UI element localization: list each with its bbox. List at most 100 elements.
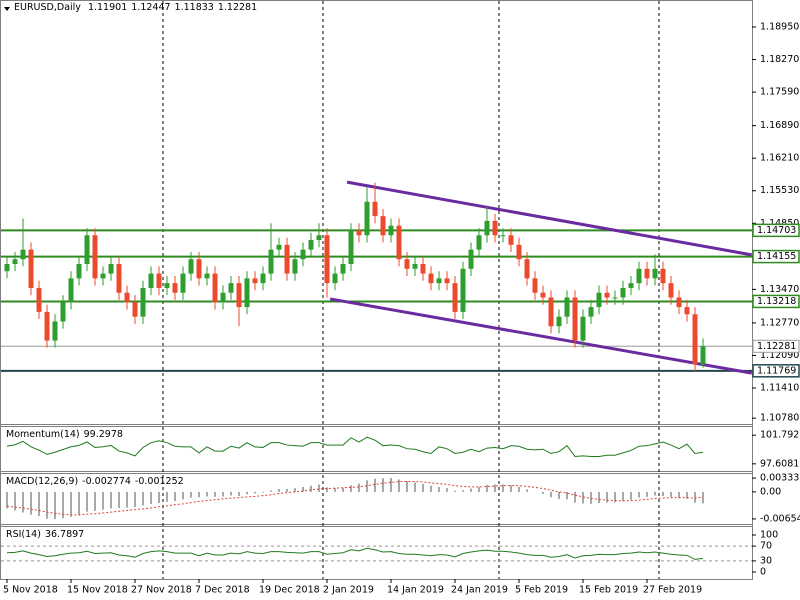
y-tick-label: -0.006542 [760,513,800,524]
candle-body [612,297,618,299]
candle-body [28,249,34,288]
indicator-line [6,436,704,458]
candle-body [292,259,298,274]
trendline [346,180,753,257]
candle-body [700,346,706,365]
candle-body [636,268,642,284]
y-tick-label: 1.18270 [760,54,799,65]
candle-body [196,259,202,279]
candle-body [180,273,186,293]
y-tick-label: 1.18950 [760,22,799,33]
level-label-box [752,223,800,238]
y-tick-label: 0 [760,567,766,578]
x-tick-label: 7 Dec 2018 [195,585,250,596]
y-tick-label: 1.10780 [760,413,799,424]
y-tick-label: 0.003338 [760,473,800,484]
candle-body [620,287,626,298]
x-tick-label: 27 Nov 2018 [131,585,192,596]
level-label: 1.14703 [757,225,796,236]
rsi-header: RSI(14) 36.7897 [6,529,88,541]
candle-body [92,235,98,279]
low-value: 1.11833 [174,2,214,13]
candle-body [260,273,266,284]
y-tick-label: 1.17590 [760,87,799,98]
candle-body [396,225,402,260]
candle-body [116,263,122,293]
candle-body [340,263,346,274]
candle-body [268,249,274,274]
y-tick-label: 1.13470 [760,284,799,295]
indicator-value: 99.2978 [83,429,123,440]
candle-body [204,273,210,279]
x-tick-label: 15 Feb 2019 [579,585,638,596]
level-label: 1.13218 [757,296,796,307]
candle-body [220,292,226,303]
candle-body [316,235,322,241]
candle-body [308,240,314,250]
candle-body [548,297,554,327]
candle-body [52,321,58,341]
open-value: 1.11901 [87,2,128,13]
candle-body [68,278,74,303]
candle-body [628,283,634,288]
candle-body [524,259,530,279]
indicator-value: -0.002774 [82,476,131,487]
indicator-name: Momentum(14) [6,429,80,440]
x-tick-label: 5 Feb 2019 [515,585,568,596]
candle-body [596,292,602,308]
candle-body [436,278,442,284]
candle-body [652,268,658,279]
indicator-value: 36.7897 [44,529,85,540]
candle-body [380,216,386,236]
candle-body [140,287,146,317]
signal-value: -0.001252 [134,476,184,487]
candle-body [660,268,666,284]
candle-body [684,307,690,315]
indicator-line [6,547,704,560]
last-price-box [752,339,800,353]
y-tick-label: 1.11410 [760,383,799,394]
candle-body [164,283,170,288]
candle-body [452,283,458,312]
level-label: 1.14155 [757,251,796,262]
candle-body [676,297,682,308]
x-tick-label: 2 Jan 2019 [323,585,374,596]
candle-body [100,273,106,279]
x-tick-label: 5 Nov 2018 [3,585,58,596]
symbol: EURUSD,Daily [14,2,81,13]
candle-body [540,292,546,298]
candle-body [516,244,522,260]
indicator-name: MACD(12,26,9) [6,476,79,487]
candle-body [500,235,506,237]
candle-body [556,316,562,327]
candle-body [460,268,466,312]
y-tick-label: 30 [760,555,772,566]
symbol-menu-icon[interactable] [4,7,10,11]
candle-body [244,278,250,308]
price-header: EURUSD,Daily 1.11901 1.12447 1.11833 1.1228… [14,2,261,14]
candle-body [532,278,538,293]
candle-body [476,235,482,250]
x-tick-label: 15 Nov 2018 [67,585,128,596]
candle-body [444,278,450,284]
candle-body [84,235,90,264]
y-tick-label: 1.15530 [760,185,799,196]
level-label: 1.11769 [757,365,796,376]
candle-body [60,302,66,322]
y-tick-label: 97.6081 [760,458,799,469]
candle-body [252,278,258,284]
candle-body [156,273,162,288]
candle-body [364,201,370,236]
y-tick-label: 1.16210 [760,153,799,164]
macd-header: MACD(12,26,9) -0.002774 -0.001252 [6,476,188,488]
candle-body [124,292,130,303]
candle-body [44,311,50,341]
candle-body [492,220,498,236]
candle-body [4,263,10,272]
candle-body [644,268,650,279]
last-price-label: 1.12281 [757,341,796,352]
candle-body [212,273,218,303]
candle-body [172,283,178,293]
candle-body [420,263,426,274]
